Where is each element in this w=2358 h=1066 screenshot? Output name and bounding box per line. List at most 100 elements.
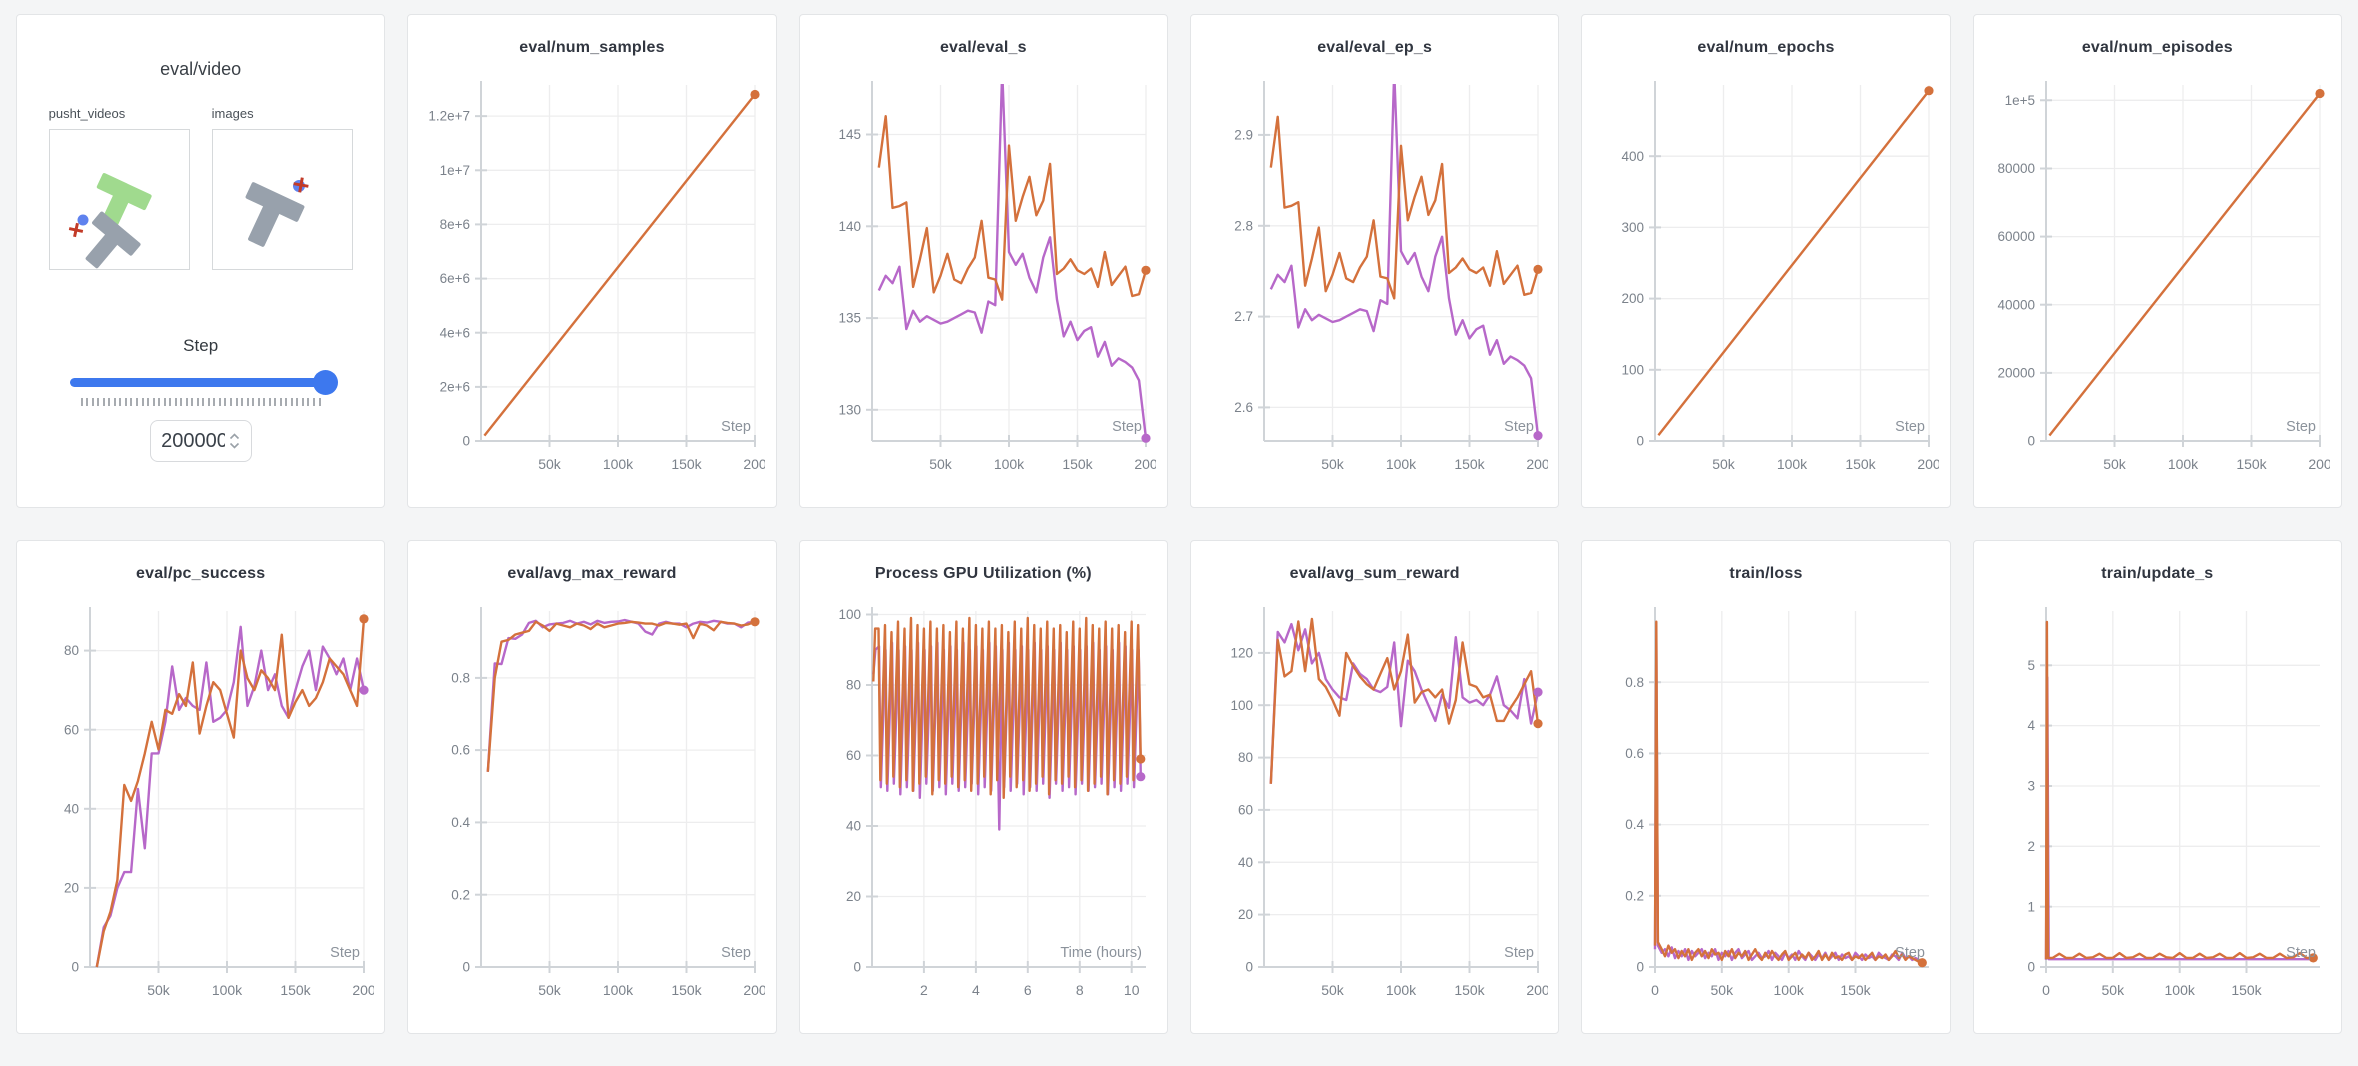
media-label: images [211,106,254,121]
svg-text:6: 6 [1024,982,1032,998]
svg-text:0.2: 0.2 [451,887,470,902]
svg-text:0.8: 0.8 [1625,675,1644,690]
svg-text:150k: 150k [671,982,702,998]
svg-text:200: 200 [1526,982,1548,998]
svg-text:Step: Step [721,945,751,961]
svg-text:200: 200 [743,982,765,998]
chart-eval-eval-ep-s[interactable]: 2.6 2.7 2.8 2.9 50k 100k 150k 200 Step [1191,73,1558,491]
agent-dot [77,214,89,226]
images-thumbnail[interactable] [211,129,353,270]
chart-train-update-s[interactable]: 0 1 2 3 4 5 0 50k 100k 150k Step [1974,599,2341,1017]
svg-text:20: 20 [1238,907,1253,922]
chart-title: train/loss [1729,565,1803,582]
svg-text:100k: 100k [1385,982,1416,998]
chart-title: eval/num_samples [519,39,665,56]
svg-text:145: 145 [839,127,862,142]
svg-text:200: 200 [1135,456,1157,472]
chevron-up-icon[interactable] [229,433,240,440]
svg-text:50k: 50k [930,456,954,472]
pusht-scene-image [68,173,152,269]
svg-text:8: 8 [1076,982,1084,998]
svg-text:300: 300 [1621,220,1644,235]
svg-text:100: 100 [1230,698,1253,713]
svg-text:150k: 150k [671,456,702,472]
svg-text:80: 80 [1238,750,1253,765]
svg-text:Step: Step [1895,419,1925,435]
panel-eval-avg-max-reward: eval/avg_max_reward 0 0.2 0.4 0.6 0.8 50k 100k… [407,540,777,1034]
chart-title: eval/avg_sum_reward [1289,565,1460,582]
media-panel-title: eval/video [160,59,242,79]
chart-eval-num-episodes[interactable]: 0 20000 40000 60000 80000 1e+5 50k 100k 150k 200 S… [1974,73,2341,491]
svg-text:0: 0 [1636,434,1644,449]
svg-text:100: 100 [839,607,862,622]
step-value-input[interactable] [161,429,226,453]
chart-eval-eval-s[interactable]: 130 135 140 145 50k 100k 150k 200 Step [800,73,1167,491]
svg-text:50k: 50k [1321,982,1345,998]
svg-text:50k: 50k [1712,456,1736,472]
chart-eval-pc-success[interactable]: 0 20 40 60 80 50k 100k 150k 200 Step [17,599,384,1017]
pusht-video-thumbnail[interactable] [48,129,190,270]
svg-text:Time (hours): Time (hours) [1061,945,1143,961]
step-input-container [149,420,252,462]
svg-text:50k: 50k [2104,456,2128,472]
media-label: pusht_videos [48,106,126,121]
svg-text:2.9: 2.9 [1234,128,1253,143]
panel-process-gpu-utilization: Process GPU Utilization (%) 0 20 40 60 80 100… [798,540,1168,1034]
media-item-pusht-videos: pusht_videos [48,106,190,270]
svg-text:40: 40 [846,819,861,834]
panel-eval-eval-s: eval/eval_s 130 135 140 145 50k 100k 150k 200 St… [798,14,1168,508]
chart-train-loss[interactable]: 0 0.2 0.4 0.6 0.8 0 50k 100k 150k Step [1582,599,1949,1017]
panel-eval-video: eval/video pusht_videos [16,14,386,508]
chart-eval-num-samples[interactable]: 0 2e+6 4e+6 6e+6 8e+6 1e+7 1.2e+7 50k 100k 150k 20… [408,73,775,491]
svg-text:100k: 100k [2168,456,2199,472]
svg-text:Step: Step [1112,419,1142,435]
step-slider [69,370,338,396]
step-slider-thumb[interactable] [312,370,338,395]
panel-eval-eval-ep-s: eval/eval_ep_s 2.6 2.7 2.8 2.9 50k 100k 150k 20… [1190,14,1560,508]
svg-text:0: 0 [2042,982,2050,998]
step-stepper[interactable] [229,433,240,449]
svg-text:Step: Step [330,945,360,961]
chart-eval-num-epochs[interactable]: 0 100 200 300 400 50k 100k 150k 200 Step [1582,73,1949,491]
svg-text:Step: Step [2286,419,2316,435]
gray-t-shape [245,182,305,247]
svg-text:40: 40 [1238,855,1253,870]
svg-text:2.7: 2.7 [1234,309,1253,324]
svg-text:1: 1 [2028,899,2036,914]
panel-train-update-s: train/update_s 0 1 2 3 4 5 0 50k 100k 150k Step [1972,540,2342,1034]
svg-text:100k: 100k [994,456,1025,472]
chevron-down-icon[interactable] [229,442,240,449]
svg-text:400: 400 [1621,149,1644,164]
chart-title: eval/eval_s [939,39,1027,56]
chart-eval-avg-sum-reward[interactable]: 0 20 40 60 80 100 120 50k 100k 150k 200 Step [1191,599,1558,1017]
svg-text:4: 4 [2028,718,2036,733]
svg-text:0.8: 0.8 [451,671,470,686]
svg-text:Step: Step [1504,419,1534,435]
svg-text:Step: Step [1895,945,1925,961]
svg-text:0: 0 [462,434,470,449]
svg-text:100k: 100k [211,982,242,998]
svg-text:200: 200 [743,456,765,472]
svg-text:20000: 20000 [1998,366,2036,381]
step-slider-track[interactable] [69,378,332,387]
svg-text:2.6: 2.6 [1234,400,1253,415]
svg-text:100: 100 [1621,362,1644,377]
chart-eval-avg-max-reward[interactable]: 0 0.2 0.4 0.6 0.8 50k 100k 150k 200 Step [408,599,775,1017]
svg-text:4: 4 [972,982,980,998]
chart-title: eval/num_episodes [2081,39,2233,56]
svg-text:150k: 150k [1454,982,1485,998]
chart-process-gpu-utilization[interactable]: 0 20 40 60 80 100 2 4 6 8 10 Time (hours) [800,599,1167,1017]
chart-title: Process GPU Utilization (%) [874,565,1092,582]
svg-text:20: 20 [846,889,861,904]
svg-text:135: 135 [839,311,862,326]
chart-title: train/update_s [2101,565,2214,582]
svg-text:40: 40 [64,801,79,816]
gray-t-shape [85,211,141,269]
panel-eval-num-episodes: eval/num_episodes 0 20000 40000 60000 80000 1… [1972,14,2342,508]
svg-text:100k: 100k [1774,982,1805,998]
svg-text:0: 0 [462,960,470,975]
step-ruler [80,398,321,406]
panel-eval-num-epochs: eval/num_epochs 0 100 200 300 400 50k 100k 150k… [1581,14,1951,508]
svg-text:150k: 150k [1454,456,1485,472]
